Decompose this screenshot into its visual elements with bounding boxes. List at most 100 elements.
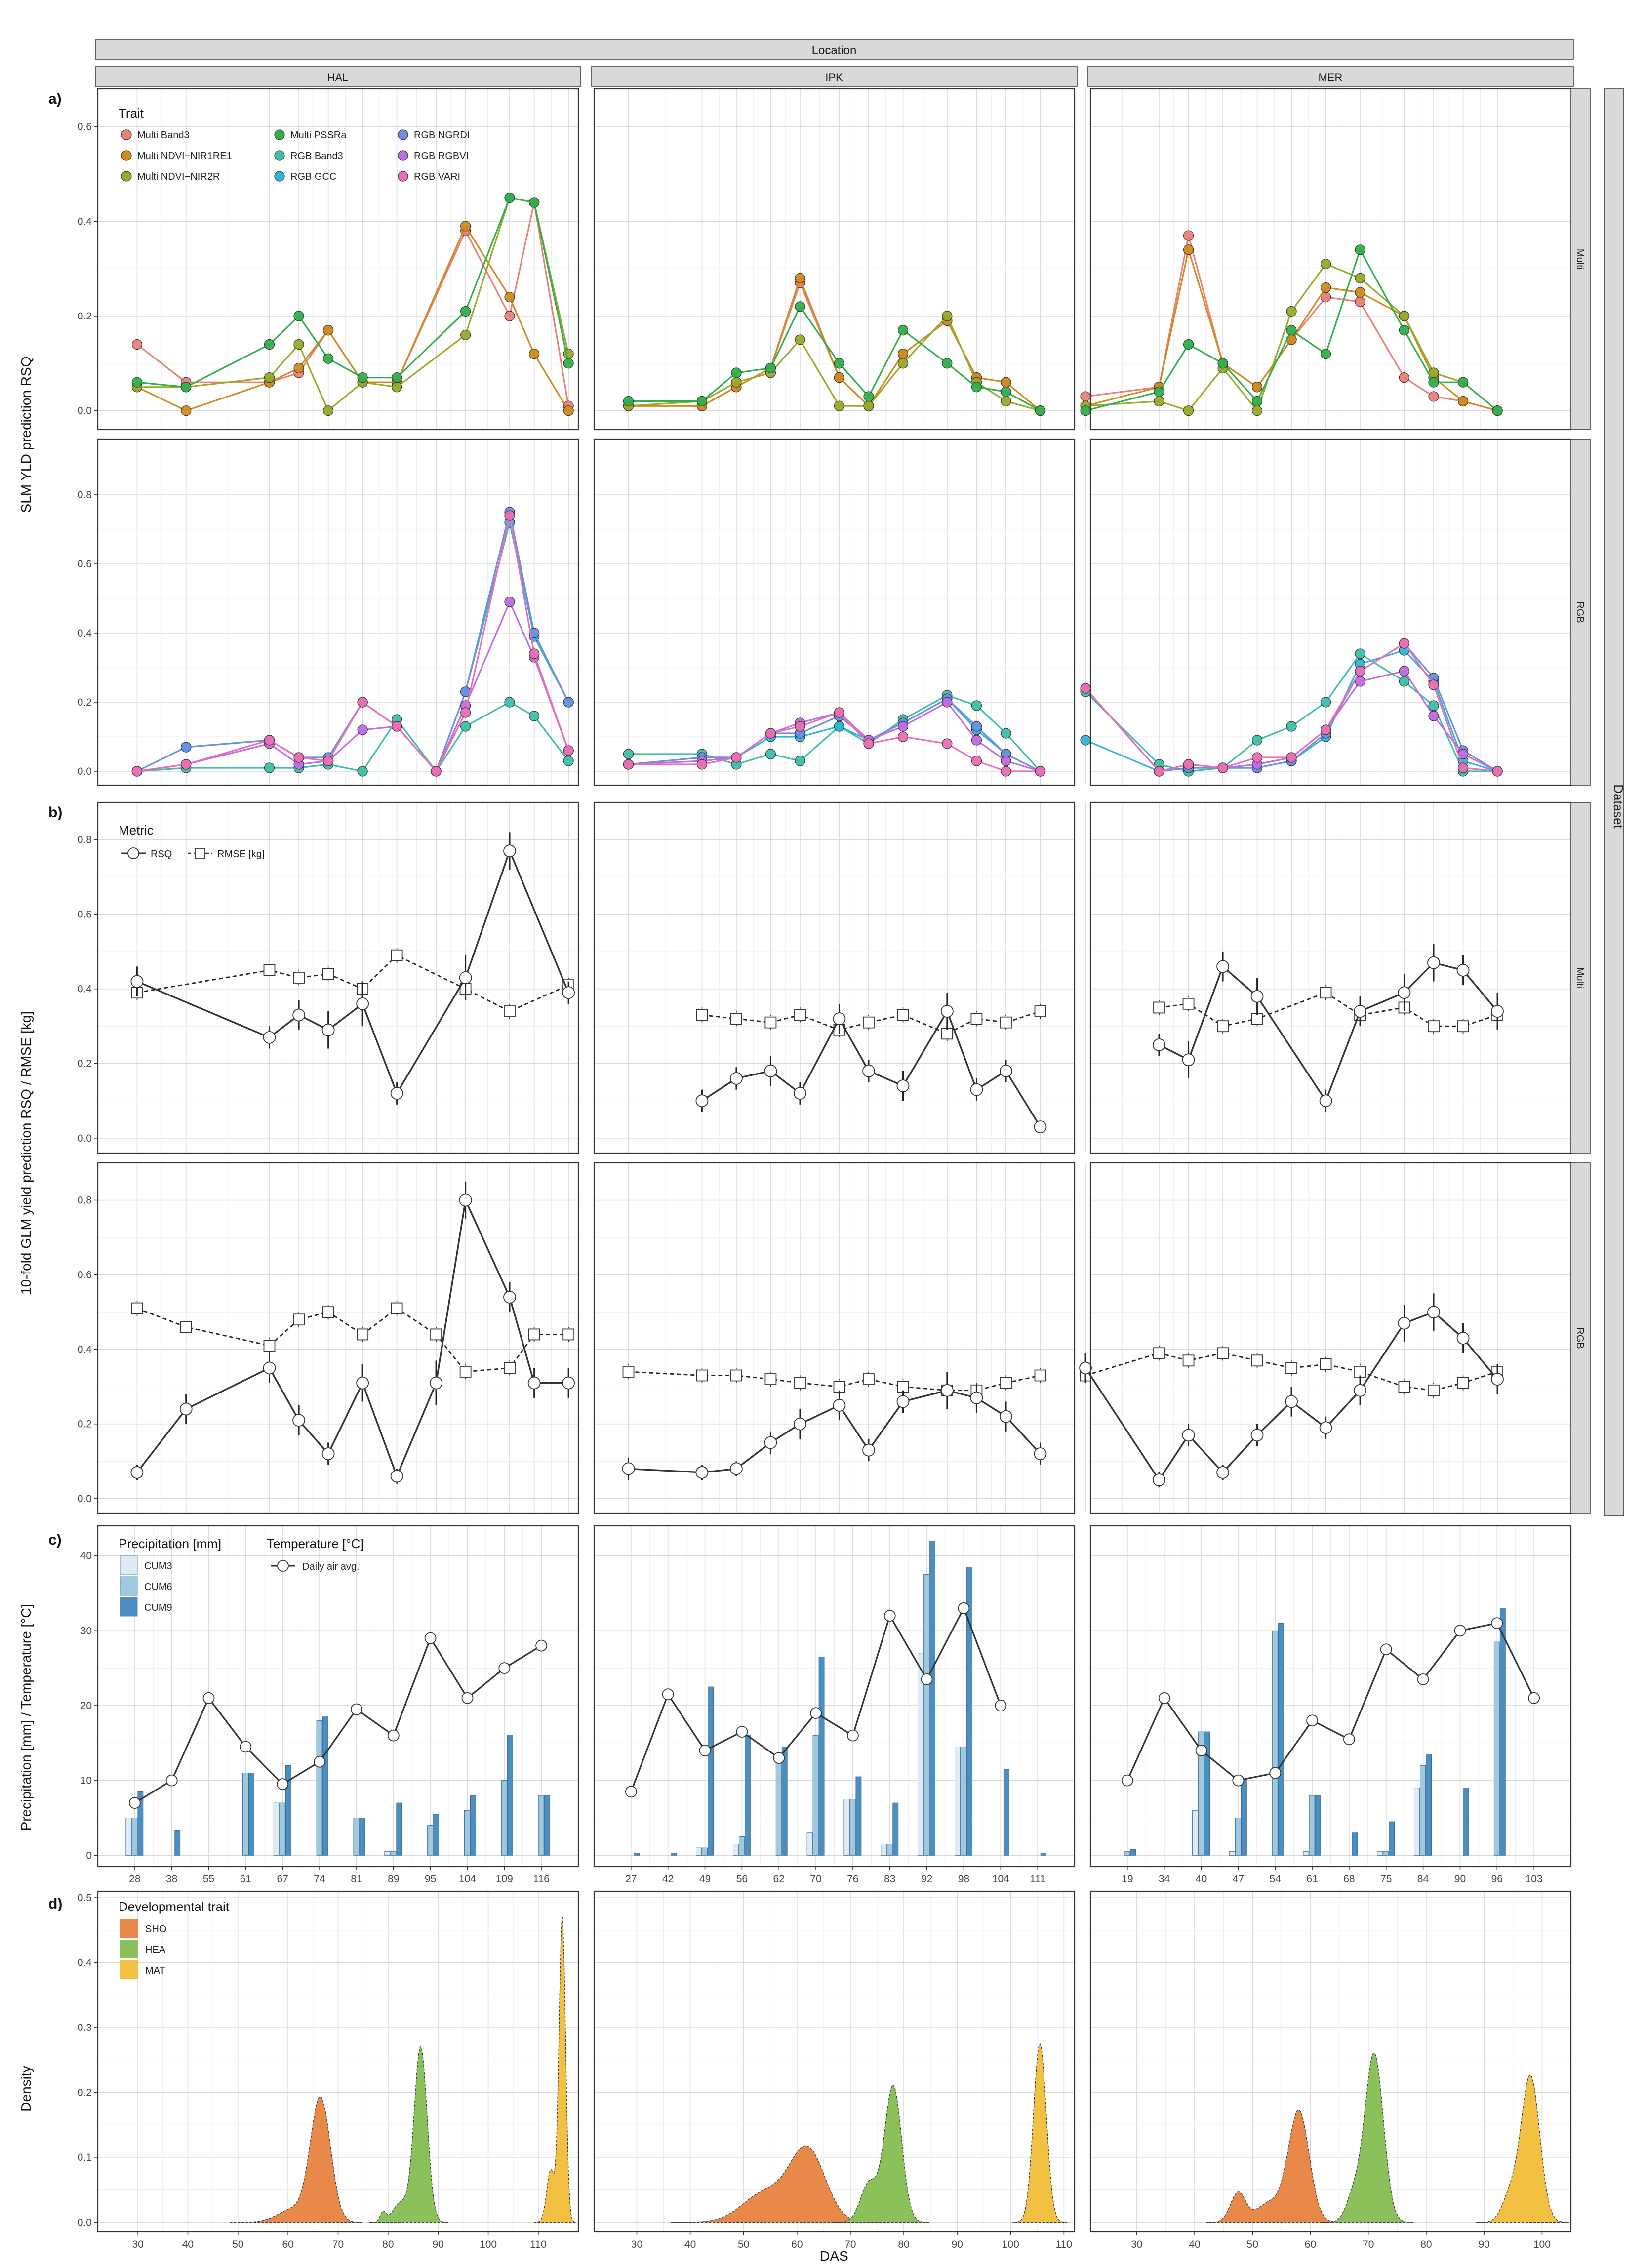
a-hal-multi-point: [323, 353, 334, 364]
b-hal-multi-rmse-point: [322, 968, 334, 980]
b-hal-multi-ytick-label: 0.0: [78, 1133, 92, 1144]
a-hal-multi-point: [504, 192, 515, 203]
c-ipk-bar-cum9: [1040, 1853, 1046, 1856]
c-ipk-xtick-label: 104: [992, 1873, 1009, 1885]
a-hal-multi-point: [460, 306, 471, 317]
a-mer-rgb-point: [1217, 762, 1228, 773]
a-hal-rgb-point: [504, 697, 515, 708]
a-legend-label: Multi Band3: [137, 130, 190, 141]
location-label-mer: MER: [1319, 71, 1343, 83]
a-ipk-multi-point: [942, 358, 953, 369]
a-hal-rgb-ytick-label: 0.6: [78, 558, 92, 570]
d-hal-xtick-label: 60: [282, 2239, 293, 2250]
a-ipk-multi-point: [731, 377, 742, 388]
b-ipk-multi-border: [593, 801, 1076, 1154]
a-mer-multi-strip-label: Multi: [1574, 249, 1585, 270]
location-strip-label: Location: [812, 44, 857, 57]
b-mer-rgb-rsq-point: [1250, 1429, 1264, 1442]
a-hal-rgb-point: [357, 766, 368, 777]
a-legend-key: [274, 129, 285, 140]
a-mer-rgb-point: [1492, 766, 1503, 777]
a-hal-rgb-point: [181, 742, 192, 753]
ylabel-c: Precipitation [mm] / Temperature [°C]: [18, 1604, 34, 1831]
b-hal-multi-ytick-label: 0.2: [78, 1058, 92, 1070]
b-mer-rgb-rmse-point: [1153, 1347, 1165, 1359]
a-ipk-rgb-point: [795, 756, 805, 766]
c-mer-temperature-point: [1269, 1767, 1282, 1779]
a-ipk-rgb-point: [623, 759, 634, 770]
a-mer-rgb-point: [1428, 711, 1439, 721]
a-ipk-rgb-point: [971, 735, 982, 746]
c-ipk-bar-cum3: [806, 1832, 813, 1856]
c-mer-temperature-point: [1121, 1774, 1133, 1787]
b-legend-title: Metric: [119, 823, 154, 837]
a-ipk-rgb-line: [628, 694, 1041, 772]
b-hal-multi-rsq-point: [130, 975, 144, 988]
b-ipk-multi-rmse-point: [970, 1013, 983, 1025]
c-ipk-temperature-point: [736, 1726, 748, 1738]
d-ipk-xtick-label: 40: [684, 2239, 696, 2250]
a-hal-rgb-border: [97, 438, 579, 786]
a-mer-rgb-point: [1399, 638, 1410, 649]
a-ipk-rgb-point: [765, 728, 776, 739]
a-ipk-rgb-point: [623, 749, 634, 759]
c-ipk-temperature-point: [773, 1752, 785, 1764]
b-mer-multi-rsq-point: [1153, 1038, 1165, 1051]
a-mer-multi-point: [1457, 396, 1469, 407]
a-mer-rgb-point: [1399, 666, 1410, 676]
c-hal-xtick-label: 109: [496, 1873, 513, 1885]
dataset-strip: [1604, 88, 1624, 1516]
c-hal-temperature-line: [134, 1636, 542, 1804]
c-ipk-xtick-label: 56: [736, 1873, 748, 1885]
d-legend-label: MAT: [145, 1965, 165, 1976]
c-hal-temperature-point: [351, 1703, 362, 1715]
b-hal-multi-rsq-point: [356, 997, 369, 1010]
a-hal-multi-ytick-label: 0.0: [78, 405, 92, 417]
d-mer-xtick-label: 30: [1131, 2239, 1142, 2250]
a-mer-rgb-point: [1154, 766, 1164, 777]
c-ipk-xtick-label: 83: [884, 1873, 895, 1885]
a-legend-key: [121, 129, 132, 140]
a-ipk-rgb-point: [971, 721, 982, 732]
b-hal-rgb-rsq-line: [136, 1197, 569, 1479]
panel-letter-c: c): [48, 1532, 62, 1548]
a-mer-multi-point: [1320, 349, 1331, 359]
b-mer-multi-rmse-point: [1428, 1020, 1440, 1033]
ylabel-b: 10-fold GLM yield prediction RSQ / RMSE …: [18, 1011, 34, 1295]
a-hal-multi-point: [504, 292, 515, 303]
b-hal-multi-rmse-point: [263, 964, 276, 976]
a-mer-rgb-point: [1320, 724, 1331, 735]
c-hal-ytick-label: 40: [80, 1551, 92, 1562]
d-hal-ytick-label: 0.3: [78, 2022, 92, 2033]
a-mer-multi-point: [1217, 358, 1228, 369]
b-ipk-multi-rmse-point: [794, 1009, 806, 1021]
c-legend-key-cum6: [120, 1576, 138, 1596]
c-ipk-bar-cum9: [818, 1656, 825, 1856]
a-ipk-multi-point: [942, 311, 953, 321]
c-ipk-xtick-label: 27: [625, 1873, 637, 1885]
b-ipk-multi-rmse-point: [897, 1009, 909, 1021]
d-ipk-border: [593, 1890, 1076, 2233]
a-hal-rgb-line: [137, 515, 569, 773]
b-mer-multi-rmse-point: [1217, 1020, 1229, 1033]
b-ipk-multi-rsq-point: [695, 1094, 709, 1108]
b-ipk-rgb-rsq-point: [940, 1384, 954, 1397]
a-ipk-rgb-point: [942, 697, 953, 708]
a-mer-multi-point: [1320, 258, 1331, 270]
a-hal-multi-point: [357, 372, 368, 383]
c-mer-xtick-label: 84: [1417, 1873, 1429, 1885]
c-mer-temperature-point: [1306, 1714, 1318, 1727]
c-mer-temperature-point: [1232, 1774, 1245, 1787]
a-mer-rgb-point: [1251, 752, 1263, 763]
b-mer-rgb-rsq-point: [1153, 1473, 1165, 1486]
b-mer-multi-rsq-point: [1354, 1005, 1366, 1018]
a-mer-multi-point: [1183, 244, 1194, 255]
b-hal-rgb-rmse-point: [263, 1340, 276, 1352]
c-hal-border: [97, 1525, 579, 1868]
c-ipk-bar-cum3: [955, 1746, 961, 1856]
a-mer-multi-point: [1399, 325, 1410, 336]
a-mer-rgb-point: [1457, 762, 1469, 773]
d-mer-border: [1089, 1890, 1572, 2233]
c-hal-temperature-point: [128, 1797, 141, 1809]
